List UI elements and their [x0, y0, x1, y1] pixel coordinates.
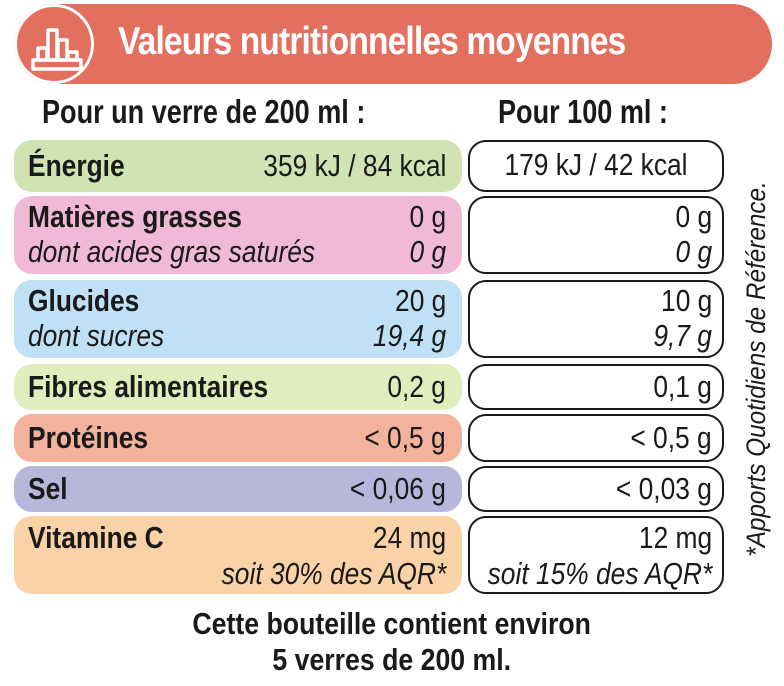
nutrient-label: Énergie — [28, 148, 125, 183]
value-per-100ml: < 0,03 g — [616, 471, 712, 506]
column-header-per-100ml: Pour 100 ml : — [498, 93, 668, 130]
sub-value-per-100ml: 9,7 g — [653, 318, 712, 353]
nutrient-label: Protéines — [28, 420, 149, 455]
row-fibres: Fibres alimentaires 0,2 g — [14, 364, 462, 410]
row-proteines: Protéines < 0,5 g — [14, 414, 462, 462]
value-per-100ml: 12 mg — [638, 520, 712, 555]
value-per-glass: 24 mg — [372, 520, 446, 555]
nutrient-label: Sel — [28, 471, 68, 506]
sub-value-per-100ml: soit 15% des AQR* — [487, 556, 712, 591]
value-per-glass: 0 g — [409, 199, 446, 234]
value-per-glass: 0,2 g — [387, 369, 446, 404]
column-header-per-glass: Pour un verre de 200 ml : — [42, 93, 366, 130]
bar-chart-icon — [31, 28, 83, 71]
row-proteines-per-100ml: < 0,5 g — [468, 414, 724, 462]
sub-value-per-glass: 19,4 g — [372, 318, 446, 353]
side-footnote: *Apports Quotidiens de Référence. — [736, 140, 776, 598]
footer-text-2: 5 verres de 200 ml. — [272, 642, 512, 677]
sub-value-per-glass: 0 g — [409, 234, 446, 269]
row-vitamine-c: Vitamine C 24 mg soit 30% des AQR* — [14, 516, 462, 594]
value-per-100ml: 179 kJ / 42 kcal — [504, 147, 688, 182]
value-per-glass: 359 kJ / 84 kcal — [262, 148, 446, 183]
row-sel: Sel < 0,06 g — [14, 466, 462, 512]
row-sel-per-100ml: < 0,03 g — [468, 466, 724, 512]
value-per-glass: 20 g — [394, 283, 446, 318]
value-per-glass: < 0,5 g — [364, 420, 446, 455]
sub-value-per-100ml: 0 g — [675, 234, 712, 269]
row-matieres-grasses: Matières grasses dont acides gras saturé… — [14, 196, 462, 274]
footnote-text: *Apports Quotidiens de Référence. — [741, 181, 771, 557]
page-title: Valeurs nutritionnelles moyennes — [118, 20, 626, 63]
sub-value-per-glass: soit 30% des AQR* — [221, 556, 446, 591]
value-per-100ml: < 0,5 g — [630, 420, 712, 455]
nutrient-label: Matières grasses — [28, 199, 242, 234]
row-glucides-per-100ml: 10 g 9,7 g — [468, 280, 724, 358]
row-fibres-per-100ml: 0,1 g — [468, 364, 724, 410]
row-vitamine-c-per-100ml: 12 mg soit 15% des AQR* — [468, 516, 724, 594]
footer-line-1: Cette bouteille contient environ — [0, 606, 784, 642]
row-matieres-grasses-per-100ml: 0 g 0 g — [468, 196, 724, 274]
value-per-100ml: 10 g — [660, 283, 712, 318]
footer-line-2: 5 verres de 200 ml. — [0, 642, 784, 678]
value-per-100ml: 0 g — [675, 199, 712, 234]
nutrient-label: Glucides — [28, 283, 140, 318]
logo-badge — [14, 4, 94, 84]
nutrient-label: Vitamine C — [28, 520, 164, 555]
nutrient-sub-label: dont acides gras saturés — [28, 234, 316, 269]
row-glucides: Glucides dont sucres 20 g 19,4 g — [14, 280, 462, 358]
nutrient-label: Fibres alimentaires — [28, 369, 269, 404]
row-energie-per-100ml: 179 kJ / 42 kcal — [468, 140, 724, 192]
row-energie: Énergie 359 kJ / 84 kcal — [14, 140, 462, 192]
footer-text-1: Cette bouteille contient environ — [192, 606, 592, 641]
value-per-glass: < 0,06 g — [350, 471, 446, 506]
nutrient-sub-label: dont sucres — [28, 318, 165, 353]
header-banner — [14, 4, 772, 84]
value-per-100ml: 0,1 g — [653, 369, 712, 404]
